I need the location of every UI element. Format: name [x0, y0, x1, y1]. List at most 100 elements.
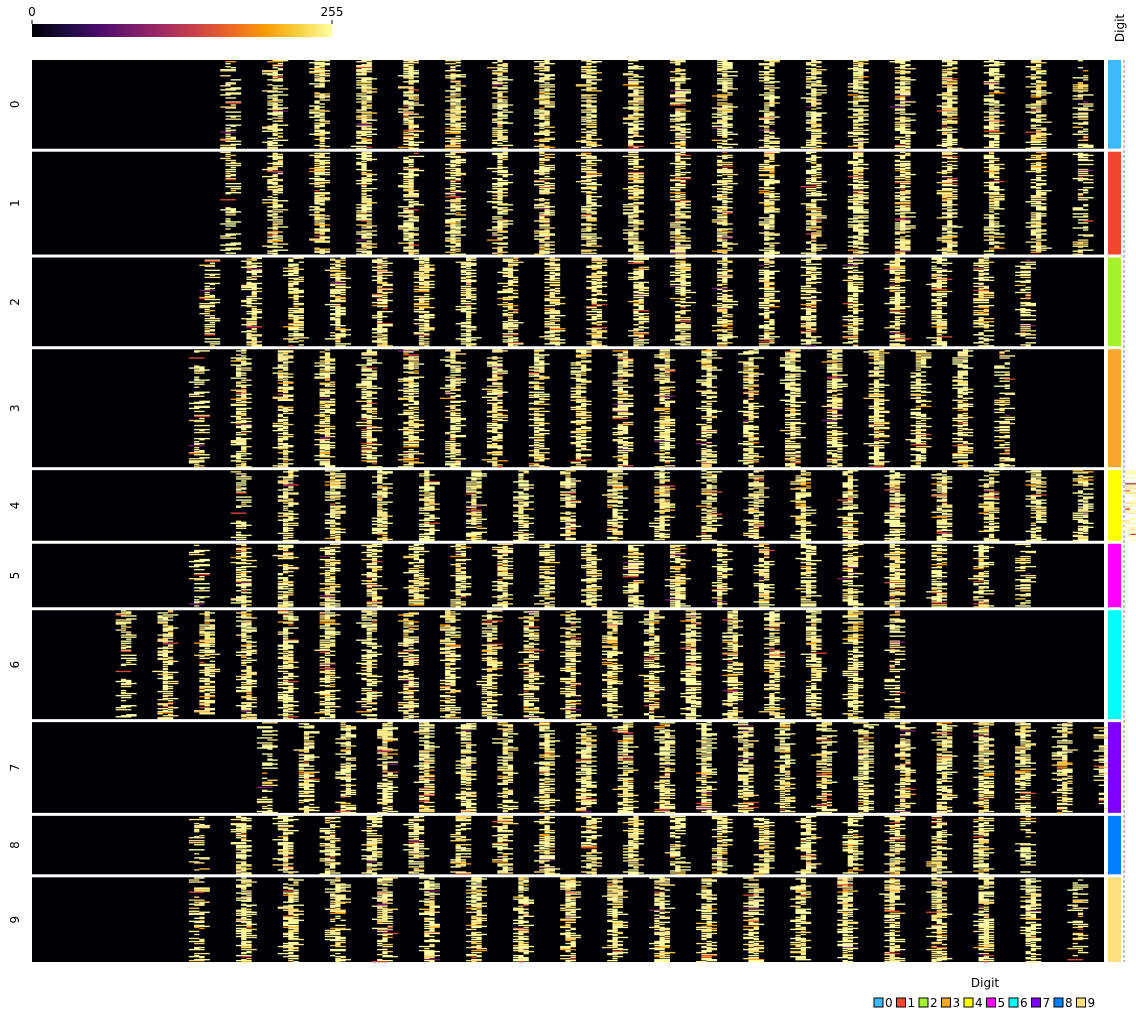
- heat-cell: [361, 201, 372, 203]
- heat-cell: [293, 334, 304, 336]
- heat-cell: [450, 94, 456, 96]
- heat-cell: [675, 337, 686, 339]
- heat-cell: [853, 251, 869, 253]
- heat-cell: [377, 319, 383, 321]
- heat-cell: [764, 278, 770, 281]
- heat-cell: [445, 251, 456, 253]
- heat-cell: [335, 340, 341, 342]
- heat-cell: [502, 109, 508, 111]
- heat-cell: [717, 134, 728, 136]
- heat-cell: [894, 232, 906, 234]
- heat-cell: [894, 128, 911, 130]
- heat-cell: [502, 275, 514, 278]
- heat-cell: [983, 95, 995, 97]
- heat-cell: [941, 240, 953, 242]
- heat-cell: [424, 259, 430, 261]
- heat-cell: [800, 289, 817, 292]
- heat-cell: [591, 110, 597, 112]
- heat-cell: [403, 95, 419, 97]
- heat-cell: [330, 313, 346, 316]
- heat-cell: [847, 135, 859, 137]
- heat-cell: [675, 207, 691, 209]
- heat-cell: [633, 176, 639, 179]
- heat-cell: [978, 291, 995, 294]
- heat-cell: [272, 253, 278, 255]
- heat-cell: [277, 353, 289, 355]
- heat-cell: [361, 237, 372, 239]
- heat-cell: [272, 87, 278, 89]
- heat-cell: [418, 299, 425, 302]
- heat-cell: [408, 204, 425, 206]
- heat-cell: [413, 217, 419, 219]
- heat-cell: [418, 282, 430, 285]
- heat-cell: [973, 322, 989, 324]
- heat-cell: [769, 95, 775, 97]
- heat-cell: [936, 237, 953, 239]
- heat-cell: [701, 351, 718, 353]
- heat-cell: [544, 298, 561, 301]
- heat-cell: [361, 119, 378, 121]
- heat-cell: [246, 261, 252, 263]
- heat-cell: [894, 316, 906, 318]
- heat-cell: [497, 65, 508, 67]
- heat-cell: [622, 204, 634, 206]
- heat-cell: [586, 210, 592, 212]
- heat-cell: [194, 366, 205, 368]
- heat-cell: [758, 306, 770, 309]
- heat-cell: [711, 219, 728, 221]
- heat-cell: [251, 269, 263, 271]
- heat-cell: [826, 350, 843, 352]
- heat-cell: [539, 217, 545, 219]
- heat-cell: [633, 205, 639, 207]
- heat-cell: [853, 330, 859, 332]
- heat-cell: [314, 100, 320, 102]
- heat-cell: [586, 198, 592, 200]
- heat-cell: [1030, 234, 1042, 236]
- heat-cell: [900, 81, 911, 83]
- heat-cell: [983, 192, 1000, 194]
- heat-cell: [272, 60, 289, 62]
- heat-cell: [800, 252, 817, 254]
- heat-cell: [628, 77, 634, 79]
- heat-cell: [1036, 200, 1042, 202]
- heat-cell: [941, 103, 953, 105]
- heat-cell: [403, 371, 414, 373]
- heat-cell: [497, 95, 503, 97]
- heat-cell: [659, 350, 670, 352]
- heat-cell: [424, 341, 430, 343]
- heat-cell: [769, 206, 775, 208]
- heat-cell: [403, 354, 419, 356]
- heat-cell: [309, 116, 325, 118]
- heat-cell: [941, 114, 958, 116]
- heat-cell: [539, 247, 550, 249]
- heat-cell: [534, 109, 545, 111]
- heat-cell: [330, 319, 341, 321]
- heat-cell: [722, 324, 733, 326]
- heat-cell: [758, 77, 775, 79]
- heat-cell: [314, 216, 320, 218]
- heat-cell: [936, 330, 942, 332]
- heat-cell: [941, 151, 953, 154]
- heat-cell: [675, 89, 691, 91]
- heat-cell: [900, 132, 916, 134]
- heat-cell: [717, 271, 728, 274]
- heat-cell: [900, 71, 911, 73]
- heat-cell: [811, 235, 822, 237]
- heat-cell: [858, 64, 864, 66]
- heat-cell: [549, 259, 561, 261]
- heat-cell: [758, 326, 770, 328]
- heat-cell: [999, 353, 1005, 355]
- heat-cell: [722, 294, 733, 297]
- heat-cell: [983, 156, 995, 159]
- heat-cell: [356, 101, 372, 103]
- heat-cell: [450, 241, 456, 243]
- heat-cell: [722, 106, 738, 108]
- heat-cell: [941, 140, 953, 143]
- heat-cell: [581, 109, 597, 111]
- heat-cell: [450, 369, 461, 371]
- heat-cell: [628, 116, 644, 118]
- heat-cell: [628, 115, 634, 117]
- heat-cell: [680, 344, 691, 346]
- heat-cell: [544, 229, 550, 231]
- heat-cell: [973, 326, 989, 328]
